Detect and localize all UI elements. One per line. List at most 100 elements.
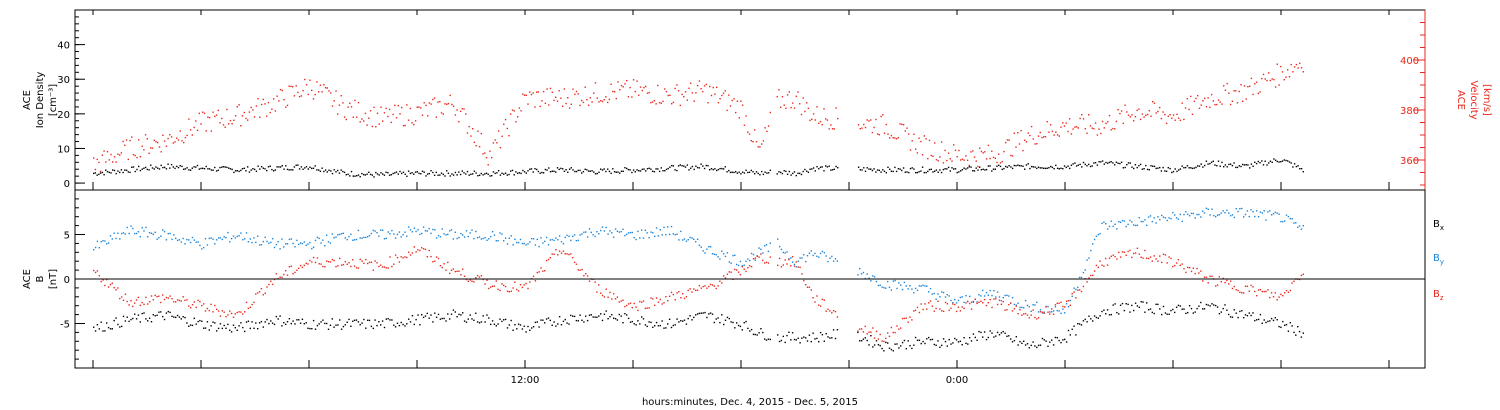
- data-point: [961, 306, 963, 308]
- legend-entry-y: By: [1433, 253, 1444, 266]
- data-point: [212, 111, 214, 113]
- data-point: [1024, 168, 1026, 170]
- data-point: [452, 105, 455, 107]
- data-point: [311, 261, 313, 263]
- data-point: [952, 302, 954, 304]
- data-point: [482, 237, 484, 240]
- data-point: [1072, 128, 1074, 130]
- data-point: [248, 171, 251, 173]
- data-point: [716, 169, 718, 172]
- data-point: [152, 299, 154, 301]
- data-point: [1185, 211, 1187, 213]
- data-point: [387, 318, 389, 320]
- data-point: [1049, 313, 1051, 315]
- data-point: [331, 105, 334, 107]
- data-point: [781, 172, 784, 175]
- data-point: [814, 170, 816, 172]
- data-point: [982, 302, 984, 304]
- data-point: [234, 170, 237, 172]
- data-point: [648, 167, 650, 169]
- data-point: [963, 301, 965, 304]
- data-point: [539, 172, 541, 174]
- data-point: [620, 300, 622, 302]
- data-point: [887, 332, 889, 334]
- data-point: [588, 228, 591, 230]
- data-point: [312, 319, 315, 322]
- data-point: [911, 288, 913, 290]
- data-point: [476, 274, 479, 277]
- data-point: [764, 127, 766, 129]
- data-point: [652, 326, 654, 328]
- data-point: [264, 292, 266, 294]
- data-point: [629, 231, 632, 234]
- data-point: [1246, 285, 1249, 287]
- data-point: [1020, 165, 1022, 167]
- data-point: [1065, 122, 1067, 124]
- data-point: [991, 170, 993, 172]
- data-point: [709, 169, 711, 171]
- data-point: [370, 325, 373, 328]
- data-point: [247, 241, 250, 243]
- data-point: [799, 103, 801, 105]
- data-point: [504, 118, 507, 121]
- data-point: [1235, 312, 1237, 314]
- data-point: [624, 305, 626, 308]
- data-point: [931, 293, 934, 295]
- data-point: [484, 152, 486, 154]
- data-point: [626, 80, 628, 82]
- data-point: [495, 325, 497, 327]
- data-point: [1032, 341, 1034, 343]
- data-point: [191, 304, 194, 306]
- data-point: [207, 116, 209, 118]
- data-point: [400, 256, 402, 258]
- data-point: [462, 234, 464, 236]
- data-point: [959, 296, 962, 299]
- data-point: [299, 242, 302, 244]
- data-point: [537, 170, 540, 173]
- data-point: [357, 101, 360, 104]
- data-point: [101, 154, 104, 156]
- data-point: [1029, 167, 1031, 170]
- data-point: [1276, 160, 1278, 163]
- data-point: [1281, 71, 1284, 73]
- data-point: [447, 313, 449, 315]
- data-point: [690, 82, 692, 84]
- data-point: [1185, 312, 1187, 315]
- data-point: [924, 342, 926, 345]
- data-point: [667, 226, 669, 228]
- data-point: [461, 170, 463, 172]
- data-point: [678, 291, 680, 293]
- data-point: [1146, 257, 1148, 259]
- data-point: [1228, 92, 1230, 94]
- data-point: [960, 170, 962, 172]
- data-point: [331, 172, 334, 175]
- data-point: [1101, 160, 1104, 162]
- data-point: [1211, 208, 1213, 210]
- data-point: [222, 166, 225, 168]
- data-point: [508, 135, 510, 137]
- data-point: [279, 276, 281, 278]
- data-point: [1105, 257, 1107, 260]
- data-point: [1177, 259, 1180, 261]
- data-point: [730, 262, 732, 264]
- data-point: [521, 242, 524, 245]
- data-point: [741, 266, 743, 268]
- data-point: [551, 324, 553, 326]
- data-point: [1200, 163, 1202, 165]
- data-point: [687, 317, 689, 320]
- data-point: [322, 265, 324, 268]
- data-point: [570, 167, 572, 169]
- data-point: [1198, 165, 1201, 167]
- data-point: [113, 156, 116, 158]
- data-point: [490, 235, 492, 238]
- data-point: [219, 166, 221, 169]
- data-point: [1101, 264, 1103, 266]
- data-point: [292, 320, 294, 322]
- data-point: [269, 111, 271, 114]
- data-point: [1146, 168, 1149, 171]
- data-point: [1194, 311, 1196, 313]
- data-point: [704, 252, 706, 254]
- data-point: [267, 166, 270, 168]
- data-point: [365, 327, 367, 329]
- data-point: [586, 319, 589, 322]
